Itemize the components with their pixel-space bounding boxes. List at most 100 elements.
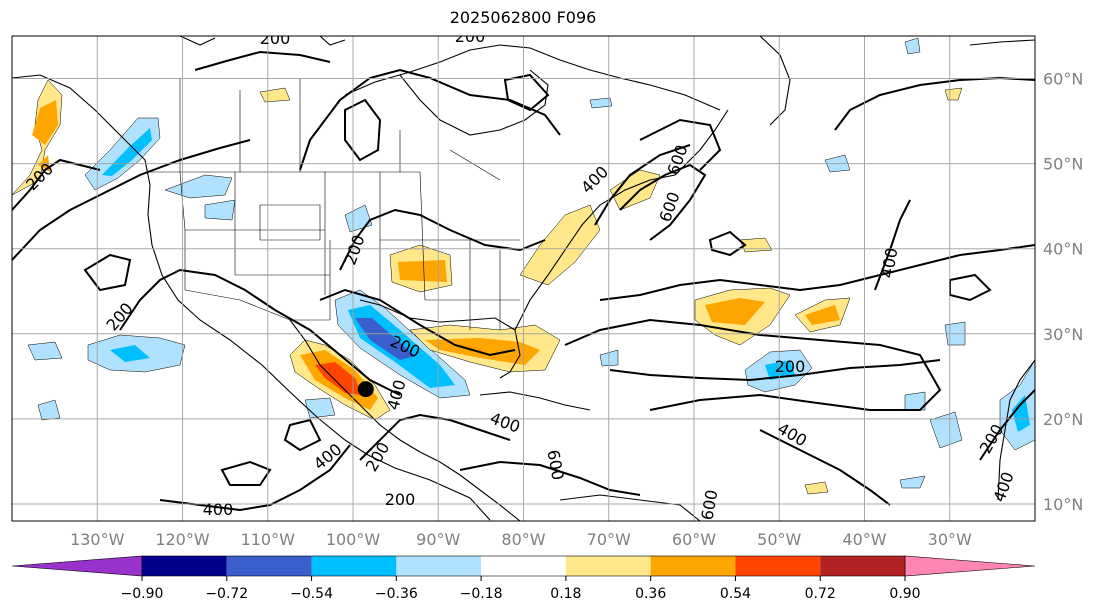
shade-red-mexico [315, 362, 362, 395]
contour-400-gulf [359, 413, 511, 461]
lon-tick-label: 40°W [842, 530, 886, 549]
contour-label: 400 [203, 500, 234, 519]
lat-lon-grid [12, 36, 1035, 521]
shade-darkblue-gulf [355, 318, 415, 360]
latitude-tick-labels: 60°N 50°N 40°N 30°N 20°N 10°N [1043, 70, 1083, 514]
shade-blue-atlantic-5 [1012, 395, 1030, 432]
colorbar-bin [820, 556, 905, 576]
colorbar-tick-label: −0.54 [290, 586, 333, 602]
contour-small-1 [220, 460, 272, 486]
shade-warm-ne [609, 169, 661, 211]
contour-600-loop [639, 118, 722, 171]
coast-greenland [759, 36, 1035, 126]
shade-cool-pacific-2 [27, 341, 63, 361]
map-frame [11, 35, 1036, 522]
shade-orange-midwest [398, 260, 447, 282]
shade-blue-pacific-1 [110, 345, 150, 362]
contour-200-west [12, 139, 251, 261]
shade-warm-caribbean [804, 481, 829, 495]
lat-tick-label: 10°N [1043, 495, 1083, 514]
contour-label: 200 [260, 29, 291, 48]
colorbar-max-extension [904, 555, 1036, 577]
colorbar-bin [226, 556, 312, 576]
contour-200-north [194, 50, 331, 71]
shade-cool-atlantic-4 [904, 391, 926, 411]
colorbar-bin [396, 556, 482, 576]
shade-cool-pacific-3 [37, 399, 61, 421]
colorbar-outline [141, 555, 906, 577]
lon-tick-label: 30°W [928, 530, 972, 549]
political-borders [150, 78, 520, 330]
lon-tick-label: 90°W [416, 530, 460, 549]
colorbar-bin [311, 556, 397, 576]
shade-orange-atlantic-2 [805, 305, 840, 325]
coast-arctic [179, 36, 346, 46]
contour-small-6 [344, 98, 382, 162]
lat-tick-label: 20°N [1043, 410, 1083, 429]
map-title: 2025062800 F096 [449, 8, 597, 27]
contour-label: 200 [775, 357, 806, 376]
shade-orange-nw-coast [32, 100, 58, 145]
shade-cool-greenland [904, 37, 921, 55]
lat-tick-label: 30°N [1043, 325, 1083, 344]
contour-400-loop [564, 318, 942, 411]
contour-400-ne [594, 144, 691, 226]
colorbar-bin [650, 556, 736, 576]
contour-small-2 [283, 418, 322, 452]
coastlines [12, 36, 1035, 521]
colorbar-tick-label: −0.72 [205, 586, 248, 602]
contour-200-gulf [119, 268, 401, 396]
colorbar-bin [735, 556, 821, 576]
colorbar-bin [142, 556, 227, 576]
colorbar-tick-label: 0.18 [550, 586, 581, 602]
coast-hudson-bay [399, 69, 549, 136]
colorbar-tick-label: −0.90 [121, 586, 164, 602]
lon-tick-label: 60°W [672, 530, 716, 549]
colorbar-tick-label: −0.18 [460, 586, 503, 602]
contour-label: 200 [455, 27, 486, 46]
colorbar-tick-label: 0.54 [720, 586, 751, 602]
lat-tick-label: 50°N [1043, 155, 1083, 174]
colorbar-tick-label: 0.90 [889, 586, 920, 602]
contour-400-atl-south [759, 429, 891, 506]
coast-africa [997, 359, 1035, 501]
coast-west-north-america [12, 74, 491, 521]
contour-400-atlantic [599, 244, 1035, 301]
shade-cool-atlantic-7 [899, 475, 926, 489]
contour-400-far [874, 199, 911, 291]
lat-tick-label: 40°N [1043, 240, 1083, 259]
lon-tick-label: 110°W [241, 530, 296, 549]
contour-600-ne [619, 163, 707, 241]
lon-tick-label: 80°W [501, 530, 545, 549]
coast-central-america [419, 451, 521, 521]
colorbar-bin [481, 556, 566, 576]
storm-center-marker [357, 381, 374, 398]
coast-south-america [559, 494, 701, 521]
contour-200-nw [12, 158, 101, 211]
coast-gulf [289, 299, 521, 453]
shade-cool-plains-2 [204, 199, 236, 221]
colorbar: −0.90 −0.72 −0.54 −0.36 −0.18 0.18 0.36 0.54 0.7… [11, 555, 1036, 602]
colorbar-tick-label: 0.36 [635, 586, 666, 602]
lon-tick-label: 70°W [587, 530, 631, 549]
longitude-tick-labels: 130°W 120°W 110°W 100°W 90°W 80°W 70°W 60°W 50°W… [70, 530, 972, 549]
lat-tick-label: 60°N [1043, 70, 1083, 89]
contour-200-loop [319, 288, 516, 357]
colorbar-min-extension [11, 555, 143, 577]
contour-200-right [979, 389, 1035, 461]
shade-cool-hudson [589, 97, 613, 109]
contour-600-caribbean [459, 460, 641, 496]
lon-tick-label: 100°W [326, 530, 381, 549]
colorbar-bin [565, 556, 651, 576]
shade-cool-atlantic-2 [929, 411, 963, 449]
contour-200-atlantic [609, 359, 941, 382]
contour-400-sw [159, 444, 351, 512]
lon-tick-label: 120°W [155, 530, 210, 549]
contour-label: 200 [385, 490, 416, 509]
contour-small-5 [503, 73, 550, 112]
colorbar-tick-label: −0.36 [375, 586, 418, 602]
shade-orange-atlantic-1 [705, 298, 765, 325]
colorbar-tick-label: 0.72 [805, 586, 836, 602]
contour-200-far [834, 76, 1035, 131]
